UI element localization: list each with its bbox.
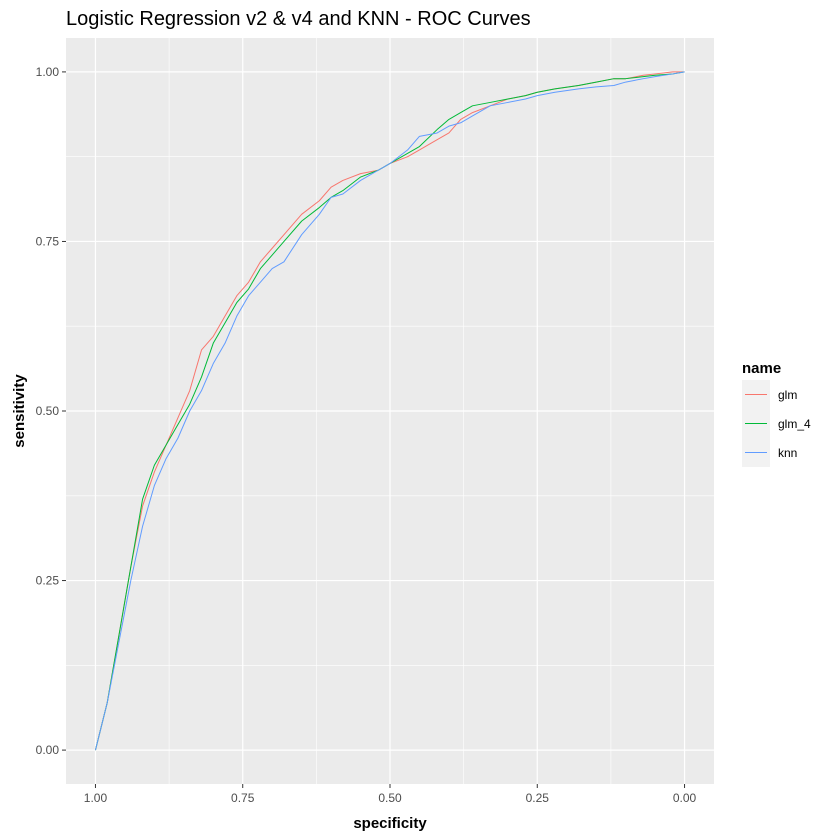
- legend-label: glm_4: [778, 417, 811, 431]
- series-lines: [94, 71, 685, 751]
- series-line-glm-4: [94, 71, 685, 751]
- x-axis-title: specificity: [353, 815, 427, 832]
- y-tick-label: 1.00: [36, 65, 60, 79]
- legend-item-knn: knn: [742, 438, 797, 467]
- y-tick-label: 0.75: [36, 234, 60, 248]
- x-tick-label: 1.00: [84, 791, 108, 805]
- legend-title: name: [742, 360, 781, 377]
- chart-title: Logistic Regression v2 & v4 and KNN - RO…: [66, 8, 531, 30]
- x-axis: 1.00 0.75 0.50 0.25 0.00: [84, 784, 697, 805]
- y-axis: 0.00 0.25 0.50 0.75 1.00: [36, 65, 66, 757]
- x-tick-label: 0.75: [231, 791, 255, 805]
- y-tick-label: 0.00: [36, 743, 60, 757]
- x-tick-label: 0.50: [378, 791, 402, 805]
- grid-major: [66, 38, 714, 784]
- x-tick-label: 0.25: [526, 791, 550, 805]
- y-tick-label: 0.25: [36, 574, 60, 588]
- legend-label: knn: [778, 446, 797, 460]
- y-axis-title: sensitivity: [11, 374, 28, 448]
- legend-item-glm-4: glm_4: [742, 409, 811, 438]
- y-tick-label: 0.50: [36, 404, 60, 418]
- x-tick-label: 0.00: [673, 791, 697, 805]
- series-line-knn: [94, 71, 685, 751]
- legend-item-glm: glm: [742, 380, 797, 409]
- legend-label: glm: [778, 388, 797, 402]
